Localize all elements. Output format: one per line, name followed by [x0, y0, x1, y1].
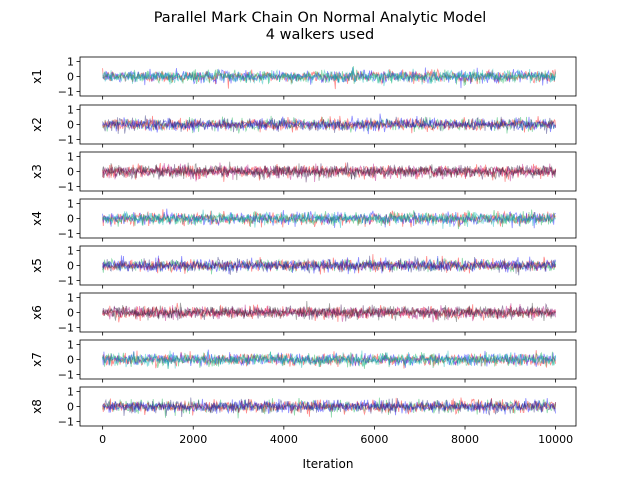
walker-trace-2: [102, 115, 556, 134]
walker-trace-4: [102, 115, 556, 134]
y-tick-label: 0: [67, 260, 74, 273]
subplot-x4: 1 0 −1 x4: [30, 198, 577, 242]
walker-trace-2: [102, 67, 556, 89]
subplot-x8: 1 0 −1 x8: [30, 386, 577, 430]
walker-trace-2: [102, 208, 556, 229]
walker-traces: [102, 397, 556, 419]
y-tick-label: 0: [67, 401, 74, 414]
walker-trace-1: [102, 162, 556, 182]
y-tick-label: 1: [67, 198, 74, 211]
walker-trace-4: [102, 397, 556, 418]
walker-trace-3: [102, 255, 556, 275]
x-tick-label: 4000: [270, 433, 298, 446]
walker-trace-4: [102, 300, 556, 323]
walker-trace-1: [102, 68, 556, 90]
y-tick-label: 1: [67, 104, 74, 117]
y-tick-label: 1: [67, 386, 74, 399]
y-tick-label: −1: [58, 275, 74, 288]
walker-trace-2: [102, 162, 556, 183]
y-tick-label: 1: [67, 151, 74, 164]
walker-trace-3: [102, 113, 556, 135]
y-axis-label: x4: [30, 211, 44, 226]
walker-trace-2: [102, 397, 556, 417]
walker-trace-4: [102, 161, 556, 181]
subplot-x7: 1 0 −1 x7: [30, 339, 577, 383]
subplot-x3: 1 0 −1 x3: [30, 151, 577, 195]
y-axis-label: x6: [30, 305, 44, 320]
x-tick-label: 8000: [451, 433, 479, 446]
subplot-stack: 1 0 −1 x1 1 0 −1 x2 1 0 −1 x3 1 0 −1 x4 1 0 −1 x5 1 0 −1 x6 1 0 −1…: [30, 56, 577, 430]
x-tick-label: 10000: [538, 433, 573, 446]
y-tick-label: −1: [58, 322, 74, 335]
walker-trace-2: [102, 303, 556, 323]
walker-trace-1: [102, 257, 556, 275]
walker-trace-2: [102, 254, 556, 275]
y-tick-label: −1: [58, 369, 74, 382]
y-tick-label: −1: [58, 416, 74, 429]
x-axis-label: Iteration: [303, 457, 354, 471]
walker-traces: [102, 66, 556, 90]
walker-traces: [102, 208, 556, 230]
walker-trace-1: [102, 350, 556, 369]
walker-trace-4: [102, 255, 556, 276]
y-tick-label: 1: [67, 292, 74, 305]
x-axis: 0 2000 4000 6000 8000 10000: [99, 433, 573, 446]
walker-trace-1: [102, 397, 556, 419]
y-tick-label: 0: [67, 354, 74, 367]
y-axis-label: x7: [30, 352, 44, 367]
subplot-x1: 1 0 −1 x1: [30, 56, 577, 100]
walker-trace-1: [102, 209, 556, 228]
walker-trace-4: [102, 350, 556, 369]
walker-trace-3: [102, 398, 556, 416]
x-tick-label: 2000: [179, 433, 207, 446]
walker-trace-4: [102, 66, 556, 87]
x-tick-label: 6000: [360, 433, 388, 446]
walker-traces: [102, 349, 556, 369]
walker-trace-2: [102, 349, 556, 368]
y-axis-label: x5: [30, 258, 44, 273]
y-tick-label: 0: [67, 119, 74, 132]
y-tick-label: 1: [67, 56, 74, 69]
y-tick-label: 1: [67, 245, 74, 258]
subplot-x6: 1 0 −1 x6: [30, 292, 577, 336]
figure-title-line2: 4 walkers used: [266, 27, 374, 43]
y-tick-label: −1: [58, 86, 74, 99]
subplot-x5: 1 0 −1 x5: [30, 245, 577, 289]
y-axis-label: x2: [30, 117, 44, 132]
y-tick-label: 0: [67, 307, 74, 320]
figure-title-line1: Parallel Mark Chain On Normal Analytic M…: [154, 10, 487, 26]
y-axis-label: x3: [30, 164, 44, 179]
walker-trace-3: [102, 209, 556, 230]
y-tick-label: −1: [58, 134, 74, 147]
walker-trace-3: [102, 162, 556, 183]
y-tick-label: 0: [67, 71, 74, 84]
y-tick-label: 0: [67, 213, 74, 226]
y-tick-label: −1: [58, 228, 74, 241]
walker-traces: [102, 161, 556, 183]
y-tick-label: 1: [67, 339, 74, 352]
walker-trace-1: [102, 302, 556, 323]
x-tick-label: 0: [99, 433, 106, 446]
y-axis-label: x8: [30, 399, 44, 414]
y-tick-label: −1: [58, 181, 74, 194]
walker-trace-1: [102, 115, 556, 134]
walker-traces: [102, 300, 556, 323]
walker-traces: [102, 113, 556, 135]
walker-trace-3: [102, 351, 556, 369]
y-axis-label: x1: [30, 69, 44, 84]
walker-traces: [102, 254, 556, 276]
walker-trace-3: [102, 66, 556, 86]
y-tick-label: 0: [67, 166, 74, 179]
walker-trace-3: [102, 303, 556, 322]
walker-trace-4: [102, 209, 556, 229]
subplot-x2: 1 0 −1 x2: [30, 104, 577, 148]
